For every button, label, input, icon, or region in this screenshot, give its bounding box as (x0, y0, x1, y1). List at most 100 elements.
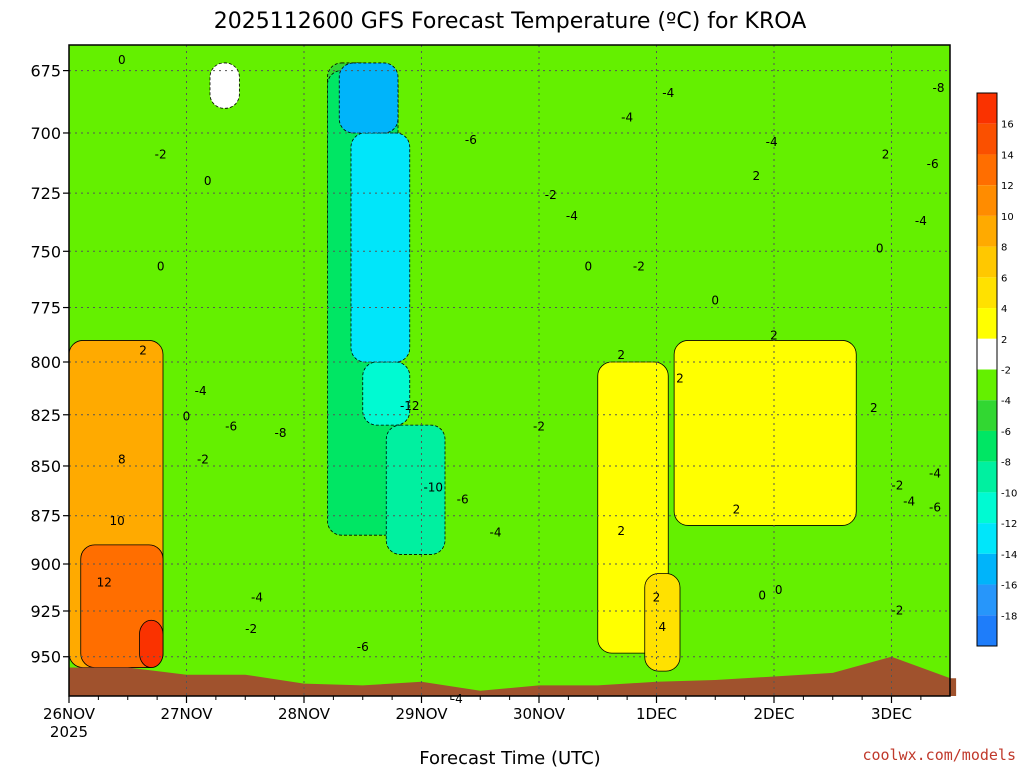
colorbar-label: 6 (1001, 273, 1007, 284)
colorbar-label: 12 (1001, 181, 1014, 192)
contour-labels: 0-2002-40-6-28-81012-4-2-6-4-6-12-10-6-4… (97, 53, 945, 706)
x-tick-label: 3DEC (871, 705, 912, 723)
y-tick-label: 675 (30, 62, 61, 81)
contour-label: -2 (533, 420, 545, 434)
colorbar-label: -10 (1001, 488, 1017, 499)
temperature-zone (338, 62, 399, 134)
contour-label: 2 (733, 502, 741, 516)
contour-label: -2 (891, 603, 903, 617)
contour-label: 4 (659, 620, 667, 634)
colorbar-segment (977, 615, 997, 646)
contour-label: -10 (423, 481, 443, 495)
colorbar-segment (977, 369, 997, 401)
colorbar-label: -8 (1001, 458, 1011, 469)
contour-label: 0 (157, 260, 165, 274)
colorbar-segment (977, 492, 997, 524)
contour-label: 10 (110, 514, 125, 528)
colorbar-label: 8 (1001, 243, 1007, 254)
contour-label: 8 (118, 452, 126, 466)
colorbar-segment (977, 154, 997, 186)
temperature-zone (350, 132, 411, 363)
colorbar-segment (977, 93, 997, 124)
contour-label: -2 (633, 260, 645, 274)
contour-label: -2 (891, 479, 903, 493)
contour-label: -6 (225, 420, 237, 434)
contour-label: -6 (929, 500, 941, 514)
chart-title: 2025112600 GFS Forecast Temperature (ºC)… (214, 9, 807, 34)
temperature-zone (673, 340, 857, 526)
contour-label: -6 (927, 157, 939, 171)
contour-label: 0 (876, 242, 884, 256)
contour-label: 12 (97, 575, 112, 589)
colorbar-label: -14 (1001, 550, 1017, 561)
contour-label: -2 (245, 622, 257, 636)
colorbar-segment (977, 308, 997, 339)
temperature-zone (139, 619, 164, 668)
colorbar-label: 16 (1001, 120, 1014, 131)
colorbar-segment (977, 246, 997, 278)
x-axis-title: Forecast Time (UTC) (419, 748, 600, 768)
contour-label: 0 (775, 583, 783, 597)
contour-label: 2 (139, 344, 147, 358)
y-tick-label: 725 (30, 184, 61, 203)
contour-label: -4 (251, 590, 263, 604)
colorbar-segment (977, 400, 997, 431)
contour-label: -8 (933, 81, 945, 95)
temperature-zone (209, 62, 240, 109)
y-tick-label: 750 (30, 242, 61, 261)
contour-label: -6 (357, 640, 369, 654)
contour-label: 0 (118, 53, 126, 67)
colorbar-segment (977, 338, 997, 370)
temperature-zone (362, 361, 411, 426)
x-tick-label: 29NOV (395, 705, 448, 723)
x-tick-label: 26NOV (43, 705, 96, 723)
colorbar-label: -16 (1001, 581, 1017, 592)
y-tick-label: 900 (30, 555, 61, 574)
contour-label: 0 (183, 409, 191, 423)
colorbar-segment (977, 523, 997, 554)
contour-label: 2 (770, 329, 778, 343)
contour-label: 2 (676, 372, 684, 386)
colorbar-segment (977, 584, 997, 616)
contour-label: -6 (457, 492, 469, 506)
x-tick-label: 30NOV (513, 705, 566, 723)
contour-label: -12 (400, 399, 420, 413)
colorbar-segment (977, 215, 997, 247)
contour-label: 0 (758, 589, 766, 603)
y-tick-label: 850 (30, 457, 61, 476)
contour-label: -4 (195, 384, 207, 398)
x-tick-label: 2DEC (753, 705, 794, 723)
temperature-zone (385, 424, 446, 555)
contour-label: -4 (566, 209, 578, 223)
x-tick-label: 27NOV (160, 705, 213, 723)
colorbar: 16 14 12 10 8 6 4 2 -2 -4 -6 -8 -10 -12 -14 -16 -18 (976, 92, 1017, 647)
y-tick-label: 700 (30, 124, 61, 143)
x-tick-sublabel: 2025 (50, 723, 88, 741)
y-tick-label: 875 (30, 507, 61, 526)
colorbar-label: 10 (1001, 212, 1014, 223)
contour-label: -6 (465, 133, 477, 147)
colorbar-segment (977, 461, 997, 493)
colorbar-label: -6 (1001, 427, 1011, 438)
contour-label: -8 (275, 426, 287, 440)
contour-label: -4 (903, 494, 915, 508)
contour-label: -2 (155, 147, 167, 161)
contour-label: 2 (617, 348, 625, 362)
x-axis: 26NOV 27NOV 28NOV 29NOV 30NOV 1DEC 2DEC 3DEC 202… (43, 696, 922, 741)
colorbar-segment (977, 553, 997, 585)
contour-label: -4 (766, 135, 778, 149)
colorbar-label: -18 (1001, 611, 1017, 622)
contour-label: 2 (753, 169, 761, 183)
x-tick-label: 1DEC (636, 705, 677, 723)
y-axis: 675 700 725 750 775 800 825 850 875 900 925 950 (30, 62, 69, 667)
colorbar-label: -4 (1001, 396, 1011, 407)
y-tick-label: 825 (30, 406, 61, 425)
contour-label: -2 (197, 452, 209, 466)
contour-label: -2 (545, 188, 557, 202)
colorbar-label: -12 (1001, 519, 1017, 530)
terrain-surface (69, 656, 957, 696)
contour-label: 2 (882, 147, 890, 161)
contour-label: 0 (711, 293, 719, 307)
contour-label: -4 (915, 214, 927, 228)
